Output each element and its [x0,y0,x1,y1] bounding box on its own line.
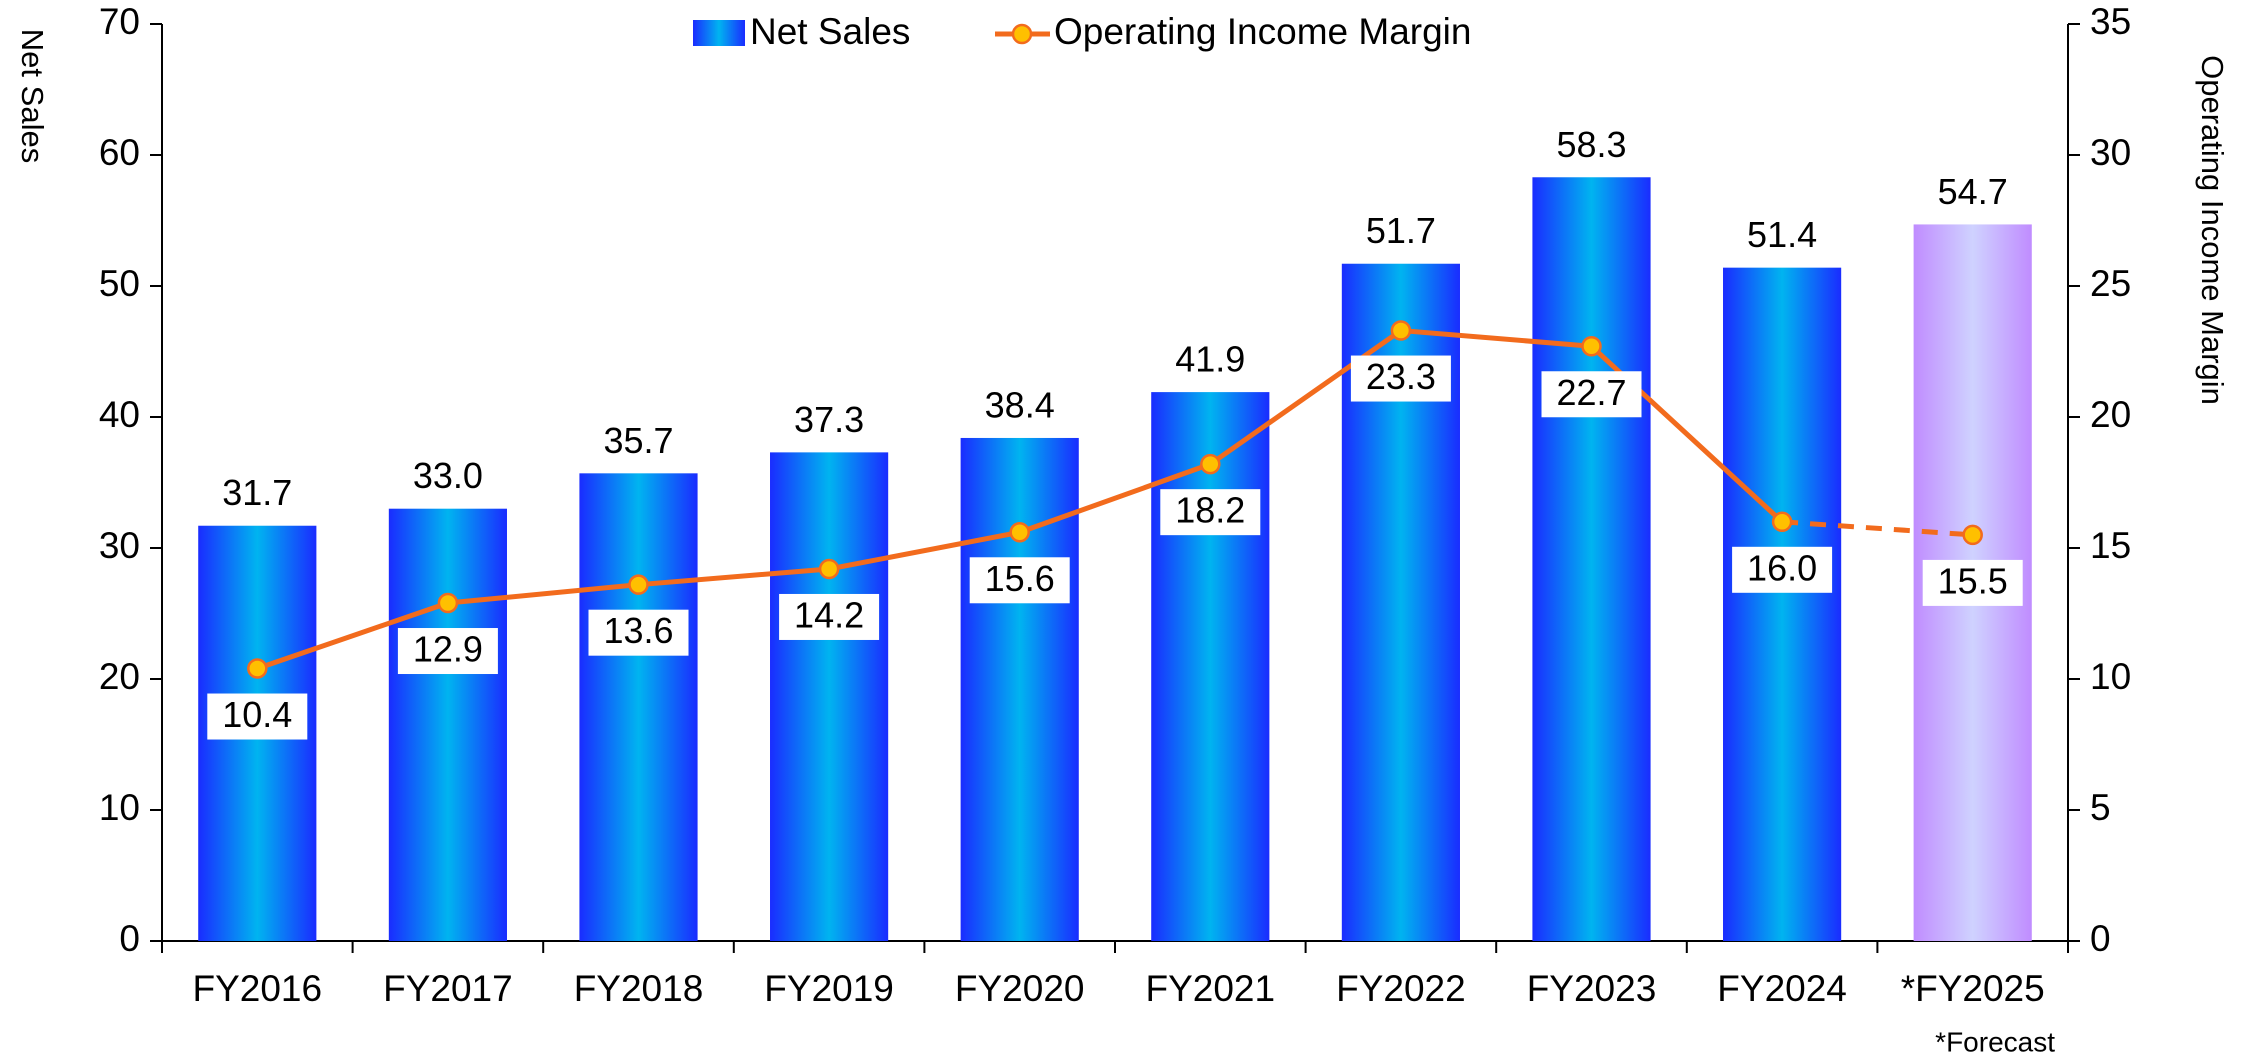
label-box [207,693,308,740]
y2-tick-label: 30 [2090,132,2131,173]
margin-value-label: 22.7 [1556,372,1626,413]
margin-value-label: 23.3 [1366,356,1436,397]
y2-tick-label: 5 [2090,787,2111,828]
bar-value-label: 58.3 [1556,124,1626,165]
legend-swatch [693,20,745,46]
legend-marker [1011,23,1033,45]
bar-value-label: 35.7 [603,420,673,461]
bar-value-label: 41.9 [1175,339,1245,380]
y-tick-label: 60 [99,132,140,173]
bar [1151,392,1270,941]
label-box [1732,546,1833,593]
x-tick-label: *FY2025 [1901,968,2045,1009]
y2-tick-label: 20 [2090,394,2131,435]
bar [1532,177,1651,941]
x-tick-label: FY2023 [1527,968,1657,1009]
margin-value-label: 16.0 [1747,547,1817,588]
bar-value-label: 51.4 [1747,214,1817,255]
margin-value-label: 14.2 [794,594,864,635]
legend-label: Net Sales [750,11,910,52]
bar [960,437,1079,941]
x-tick-label: FY2021 [1146,968,1276,1009]
margin-value-label: 12.9 [413,629,483,670]
bar-value-label: 54.7 [1938,171,2008,212]
x-tick-label: FY2024 [1717,968,1847,1009]
bar-value-label: 51.7 [1366,210,1436,251]
bar [388,508,507,941]
margin-marker [1200,453,1221,475]
y2-tick-label: 25 [2090,263,2131,304]
margin-marker [437,592,459,614]
bar-value-label: 38.4 [985,384,1055,425]
bar [770,452,889,941]
y-tick-label: 20 [99,656,140,697]
label-box [1350,355,1451,402]
bar-value-label: 31.7 [222,472,292,513]
label-box [397,628,498,675]
y-tick-label: 30 [99,525,140,566]
bar-value-label: 37.3 [794,399,864,440]
x-tick-label: FY2016 [193,968,323,1009]
margin-marker [818,558,840,580]
bar-value-label: 33.0 [413,455,483,496]
label-box [779,593,880,640]
label-box [1160,489,1261,536]
y-tick-label: 0 [119,918,140,959]
margin-value-label: 10.4 [222,694,292,735]
x-tick-label: FY2018 [574,968,704,1009]
y-axis-title: Net Sales [15,29,50,163]
label-box [1922,559,2023,606]
y-tick-label: 10 [99,787,140,828]
y2-tick-label: 10 [2090,656,2131,697]
x-tick-label: FY2020 [955,968,1085,1009]
y2-tick-label: 0 [2090,918,2111,959]
margin-marker [1771,511,1793,533]
x-tick-label: FY2019 [764,968,894,1009]
y-tick-label: 70 [99,1,140,42]
x-tick-label: FY2022 [1336,968,1466,1009]
x-tick-label: FY2017 [383,968,513,1009]
margin-marker [1581,336,1602,357]
bar [1723,267,1842,941]
bar [579,473,698,941]
y-tick-label: 50 [99,263,140,304]
margin-marker [1390,320,1412,341]
margin-line-forecast [1781,519,1973,538]
label-box [1541,371,1642,418]
y-tick-label: 40 [99,394,140,435]
annotation: *Forecast [1935,1026,2055,1057]
margin-marker [1009,522,1030,543]
y2-axis-title: Operating Income Margin [2195,55,2230,405]
margin-value-label: 13.6 [603,610,673,651]
label-box [969,557,1070,604]
legend-label: Operating Income Margin [1054,11,1471,52]
margin-value-label: 15.6 [985,558,1055,599]
y2-tick-label: 35 [2090,1,2131,42]
margin-marker [247,658,268,679]
label-box [588,609,689,656]
margin-marker [628,574,649,595]
margin-value-label: 15.5 [1938,560,2008,601]
margin-value-label: 18.2 [1175,490,1245,531]
y2-tick-label: 15 [2090,525,2131,566]
margin-marker [1962,524,1983,546]
